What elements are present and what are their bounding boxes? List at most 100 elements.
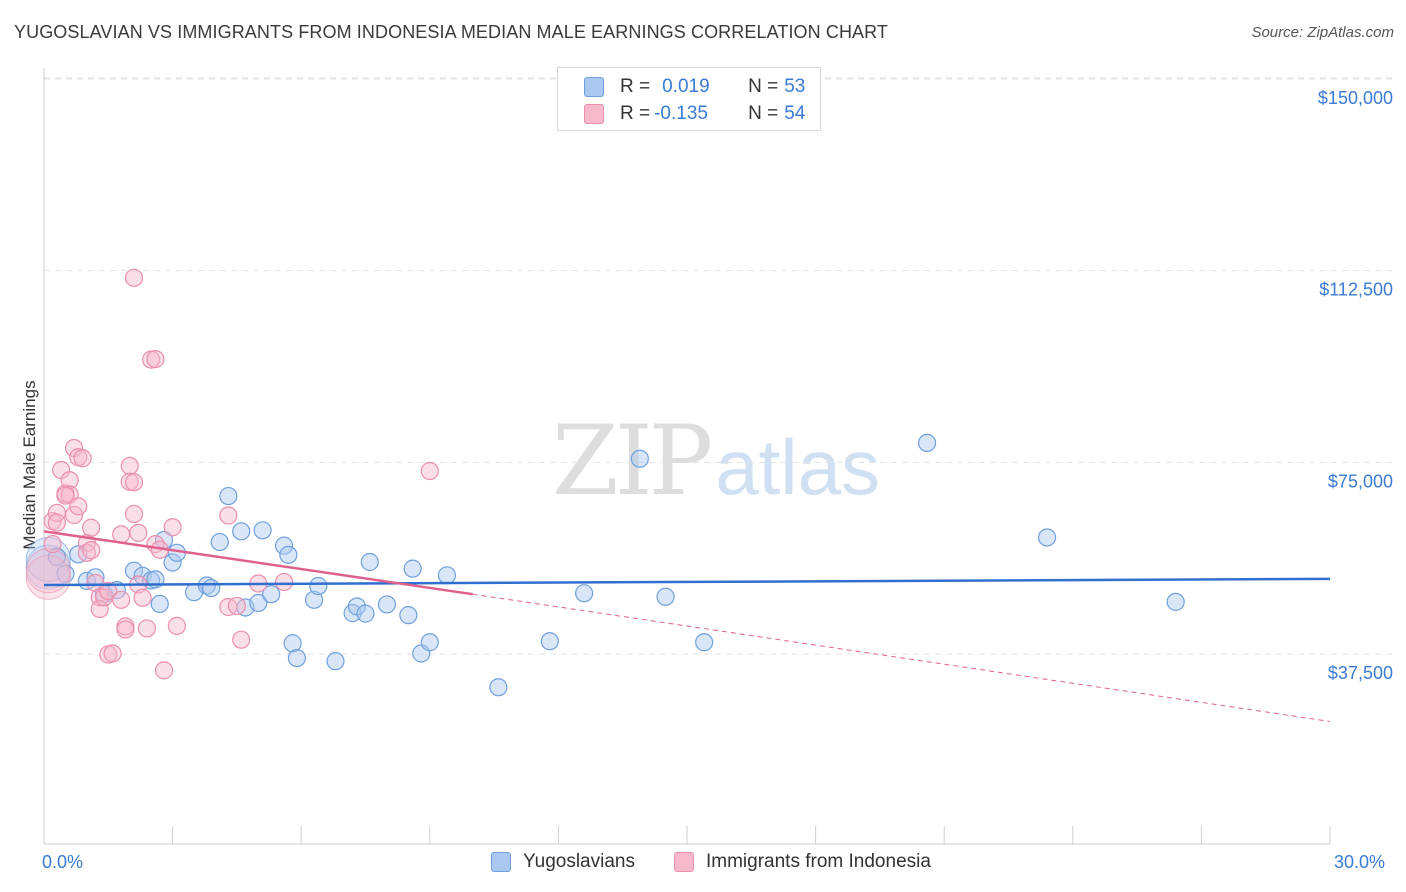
data-point — [90, 599, 109, 619]
trend-line-yugoslavians — [43, 577, 1331, 587]
data-point-large — [25, 548, 71, 594]
data-point — [630, 449, 649, 468]
data-point — [917, 433, 937, 453]
data-point — [253, 521, 272, 540]
data-point — [1166, 592, 1185, 611]
data-point — [167, 616, 186, 635]
data-point — [403, 559, 422, 578]
legend-n-value: 53 — [784, 76, 806, 97]
data-point — [489, 678, 508, 697]
x-tick-label-min: 0.0% — [42, 852, 84, 872]
trend-line-indonesia-extension — [472, 593, 1331, 722]
data-point — [99, 582, 118, 601]
legend-r-label: R = — [620, 103, 651, 124]
legend-r-value: 0.019 — [662, 76, 710, 97]
legend-swatch-pink — [584, 104, 604, 124]
data-point — [575, 584, 594, 603]
data-point — [82, 541, 101, 560]
data-point — [249, 593, 268, 612]
data-point — [356, 604, 375, 623]
data-point — [137, 619, 156, 638]
data-point — [163, 518, 182, 537]
data-point — [120, 456, 139, 476]
legend-n-value: 54 — [784, 103, 806, 124]
data-point — [112, 525, 131, 544]
legend-swatch-blue — [584, 77, 604, 97]
data-point — [326, 652, 345, 671]
data-point — [420, 633, 439, 652]
data-point — [133, 588, 152, 607]
data-point — [399, 606, 418, 625]
data-point — [163, 553, 182, 572]
data-point — [656, 587, 675, 606]
watermark: ZIPatlas — [552, 405, 880, 517]
data-point — [112, 590, 131, 609]
data-point — [232, 522, 251, 541]
correlation-legend: R = 0.019 N = 53 R = -0.135 N = 54 — [557, 67, 821, 131]
data-point — [377, 595, 397, 614]
data-point — [69, 497, 88, 516]
data-point — [287, 648, 307, 668]
data-point — [150, 594, 169, 614]
legend-label: Immigrants from Indonesia — [706, 851, 931, 872]
legend-swatch-blue — [491, 852, 511, 872]
data-point — [124, 561, 144, 580]
data-point — [154, 661, 174, 680]
x-tick-label-max: 30.0% — [1334, 852, 1386, 872]
y-tick-label: $75,000 — [1328, 471, 1393, 491]
data-point — [360, 552, 379, 572]
legend-n-label: N = — [748, 103, 779, 124]
legend-row-indonesia: R = -0.135 N = 54 — [584, 102, 805, 126]
y-tick-label: $112,500 — [1319, 280, 1393, 300]
data-point — [283, 634, 302, 653]
data-point — [210, 532, 229, 552]
data-point — [64, 505, 84, 525]
data-point — [73, 449, 92, 468]
bottom-legend-indonesia: Immigrants from Indonesia — [674, 851, 931, 873]
watermark-zip: ZIP — [552, 405, 713, 517]
data-point — [43, 535, 62, 554]
legend-label: Yugoslavians — [523, 851, 635, 872]
data-point — [309, 576, 328, 596]
data-point — [420, 461, 439, 481]
data-point — [232, 630, 251, 649]
legend-r-label: R = — [620, 76, 651, 97]
data-point — [116, 620, 135, 639]
chart-title: YUGOSLAVIAN VS IMMIGRANTS FROM INDONESIA… — [14, 22, 889, 42]
legend-row-yugoslavians: R = 0.019 N = 53 — [584, 75, 805, 99]
bottom-legend-yugoslavians: Yugoslavians — [491, 851, 635, 873]
watermark-atlas: atlas — [715, 423, 880, 511]
data-point — [56, 486, 75, 505]
data-point — [82, 518, 101, 537]
data-point — [1037, 528, 1057, 547]
data-point — [146, 349, 165, 369]
data-point — [124, 473, 144, 492]
data-point — [274, 536, 294, 555]
source-label: Source: ZipAtlas.com — [1251, 24, 1394, 41]
data-point — [219, 506, 238, 525]
data-point-large — [25, 554, 71, 600]
data-point — [304, 590, 324, 609]
data-point — [279, 545, 298, 564]
data-point — [262, 585, 281, 604]
legend-swatch-pink — [674, 852, 694, 872]
y-tick-label: $150,000 — [1318, 88, 1393, 108]
data-point — [227, 596, 246, 616]
data-point — [274, 572, 294, 592]
trend-line-indonesia — [43, 530, 473, 596]
legend-r-value: -0.135 — [654, 103, 708, 124]
legend-n-label: N = — [748, 76, 779, 97]
data-point — [103, 644, 122, 663]
data-point — [47, 513, 66, 532]
y-tick-label: $37,500 — [1328, 663, 1393, 683]
data-point — [56, 564, 75, 583]
data-point — [124, 268, 144, 287]
data-point — [540, 632, 559, 651]
data-point — [124, 504, 144, 524]
data-point — [437, 566, 457, 585]
data-point — [86, 573, 105, 593]
data-point — [202, 578, 221, 598]
data-point — [219, 486, 238, 506]
data-point — [129, 523, 148, 542]
